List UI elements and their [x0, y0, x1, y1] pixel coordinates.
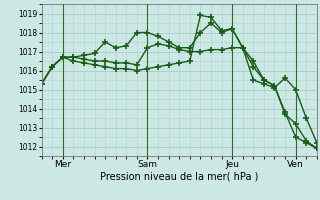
X-axis label: Pression niveau de la mer( hPa ): Pression niveau de la mer( hPa )	[100, 172, 258, 182]
